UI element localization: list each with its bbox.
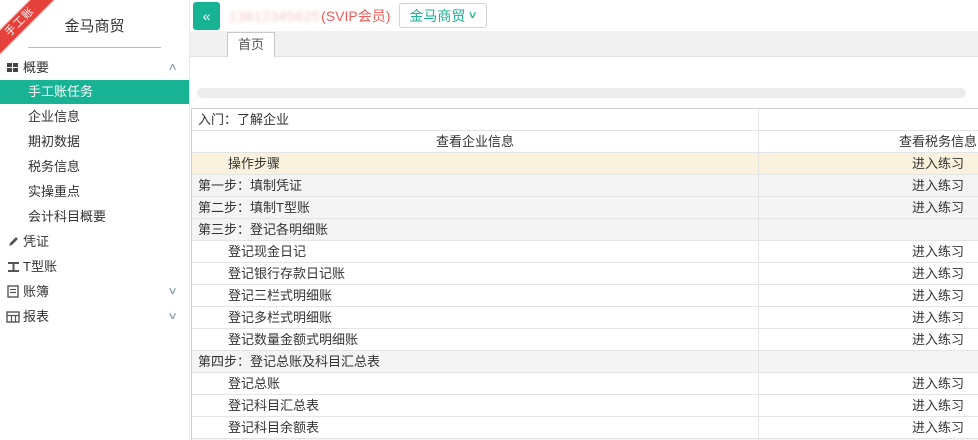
- table-row: 登记总账 进入练习: [192, 373, 978, 395]
- task-label: 第二步：填制T型账: [192, 197, 759, 218]
- table-row: 第二步：填制T型账 进入练习: [192, 197, 978, 219]
- task-label: 第三步：登记各明细账: [192, 219, 759, 240]
- chevron-down-icon: ∨: [167, 286, 178, 297]
- sidebar-item-7[interactable]: 凭证: [0, 229, 189, 254]
- enter-practice-link[interactable]: 进入练习: [911, 178, 964, 193]
- title-divider: [28, 47, 161, 48]
- document-icon: [5, 285, 21, 298]
- pencil-icon: [5, 235, 21, 248]
- enter-practice-link[interactable]: 进入练习: [911, 200, 964, 215]
- table-row: 登记银行存款日记账 进入练习: [192, 263, 978, 285]
- grid-icon: [5, 62, 21, 74]
- table-row: 第一步：填制凭证 进入练习: [192, 175, 978, 197]
- sidebar-item-label: 手工账任务: [28, 84, 94, 99]
- sidebar-item-0[interactable]: 概要 ∧: [0, 55, 189, 80]
- sidebar-item-label: 企业信息: [28, 109, 81, 124]
- table-row: 第四步：登记总账及科目汇总表: [192, 351, 978, 373]
- sidebar-item-label: 凭证: [23, 234, 50, 249]
- enter-practice-link[interactable]: 进入练习: [911, 398, 964, 413]
- table-row: 操作步骤 进入练习: [192, 153, 978, 175]
- enter-practice-link[interactable]: 进入练习: [911, 376, 964, 391]
- sidebar-item-1[interactable]: 手工账任务: [0, 80, 189, 104]
- task-table: 入门：了解企业 查看企业信息 查看税务信息 操作步骤 进入练习 第一步：填制凭证 进入练习第…: [191, 108, 978, 440]
- task-label: 登记科目汇总表: [192, 395, 759, 416]
- task-label: 登记数量金额式明细账: [192, 329, 759, 350]
- sidebar: 手工账 金马商贸 概要 ∧ 手工账任务 企业信息 期初数据 税务信息 实操重点 会计科目概要凭…: [0, 0, 190, 440]
- chevron-down-icon: ∨: [167, 311, 178, 322]
- tbeam-icon: [5, 261, 21, 273]
- sidebar-item-label: 报表: [23, 309, 50, 324]
- enter-practice-link[interactable]: 进入练习: [911, 266, 964, 281]
- sidebar-collapse-button[interactable]: «: [193, 1, 220, 30]
- column-header-company-info[interactable]: 查看企业信息: [192, 131, 759, 152]
- enter-practice-link[interactable]: 进入练习: [911, 310, 964, 325]
- sidebar-item-label: T型账: [23, 259, 57, 274]
- table-row: 登记三栏式明细账 进入练习: [192, 285, 978, 307]
- sidebar-item-label: 账簿: [23, 284, 50, 299]
- sidebar-menu: 概要 ∧ 手工账任务 企业信息 期初数据 税务信息 实操重点 会计科目概要 凭证 T型账 账簿 ∨ 报表…: [0, 55, 189, 329]
- company-title: 金马商贸: [64, 18, 125, 35]
- sidebar-item-label: 期初数据: [28, 134, 81, 149]
- table-row: 登记数量金额式明细账 进入练习: [192, 329, 978, 351]
- svip-badge: (SVIP会员): [321, 7, 391, 24]
- task-label: 登记银行存款日记账: [192, 263, 759, 284]
- collapsed-panel-bar[interactable]: [197, 88, 966, 98]
- sidebar-item-label: 概要: [23, 60, 50, 75]
- section-title: 入门：了解企业: [192, 109, 759, 130]
- sidebar-item-label: 实操重点: [28, 184, 81, 199]
- task-label: 登记多栏式明细账: [192, 307, 759, 328]
- sidebar-item-8[interactable]: T型账: [0, 254, 189, 279]
- table-row: 登记多栏式明细账 进入练习: [192, 307, 978, 329]
- sidebar-item-6[interactable]: 会计科目概要: [0, 204, 189, 229]
- sidebar-item-4[interactable]: 税务信息: [0, 154, 189, 179]
- task-label: 登记三栏式明细账: [192, 285, 759, 306]
- main-area: « 13812345625 (SVIP会员) 金马商贸 ∨ 首页 入门：了解企业…: [190, 0, 978, 440]
- task-label: 登记总账: [192, 373, 759, 394]
- enter-practice-link[interactable]: 进入练习: [911, 420, 964, 435]
- task-label: 登记科目余额表: [192, 417, 759, 438]
- task-label: 第四步：登记总账及科目汇总表: [192, 351, 759, 372]
- company-dropdown-button[interactable]: 金马商贸 ∨: [399, 3, 487, 28]
- report-icon: [5, 311, 21, 323]
- table-row: 登记现金日记 进入练习: [192, 241, 978, 263]
- tab-home[interactable]: 首页: [227, 32, 276, 57]
- enter-practice-link[interactable]: 进入练习: [911, 288, 964, 303]
- sidebar-item-2[interactable]: 企业信息: [0, 104, 189, 129]
- column-header-tax-info[interactable]: 查看税务信息: [898, 134, 977, 149]
- sidebar-item-9[interactable]: 账簿 ∨: [0, 279, 189, 304]
- table-title-row: 入门：了解企业: [192, 109, 978, 131]
- table-row: 登记科目汇总表 进入练习: [192, 395, 978, 417]
- sidebar-item-3[interactable]: 期初数据: [0, 129, 189, 154]
- content-area: 入门：了解企业 查看企业信息 查看税务信息 操作步骤 进入练习 第一步：填制凭证 进入练习第…: [190, 57, 978, 440]
- sidebar-item-label: 会计科目概要: [28, 209, 107, 224]
- tab-bar: 首页: [190, 31, 978, 57]
- task-label: 第一步：填制凭证: [192, 175, 759, 196]
- sidebar-item-5[interactable]: 实操重点: [0, 179, 189, 204]
- enter-practice-link[interactable]: 进入练习: [911, 156, 964, 171]
- enter-practice-link[interactable]: 进入练习: [911, 332, 964, 347]
- top-header: « 13812345625 (SVIP会员) 金马商贸 ∨: [190, 0, 978, 31]
- enter-practice-link[interactable]: 进入练习: [911, 244, 964, 259]
- table-header-row: 查看企业信息 查看税务信息: [192, 131, 978, 153]
- chevron-down-icon: ∨: [467, 10, 479, 21]
- sidebar-item-label: 税务信息: [28, 159, 81, 174]
- table-row: 第三步：登记各明细账: [192, 219, 978, 241]
- account-number-redacted: 13812345625: [229, 7, 321, 24]
- sidebar-item-10[interactable]: 报表 ∨: [0, 304, 189, 329]
- chevron-up-icon: ∧: [167, 62, 178, 73]
- table-row: 登记科目余额表 进入练习: [192, 417, 978, 439]
- company-dropdown-label: 金马商贸: [409, 7, 466, 24]
- task-label: 登记现金日记: [192, 241, 759, 262]
- task-label: 操作步骤: [192, 153, 759, 174]
